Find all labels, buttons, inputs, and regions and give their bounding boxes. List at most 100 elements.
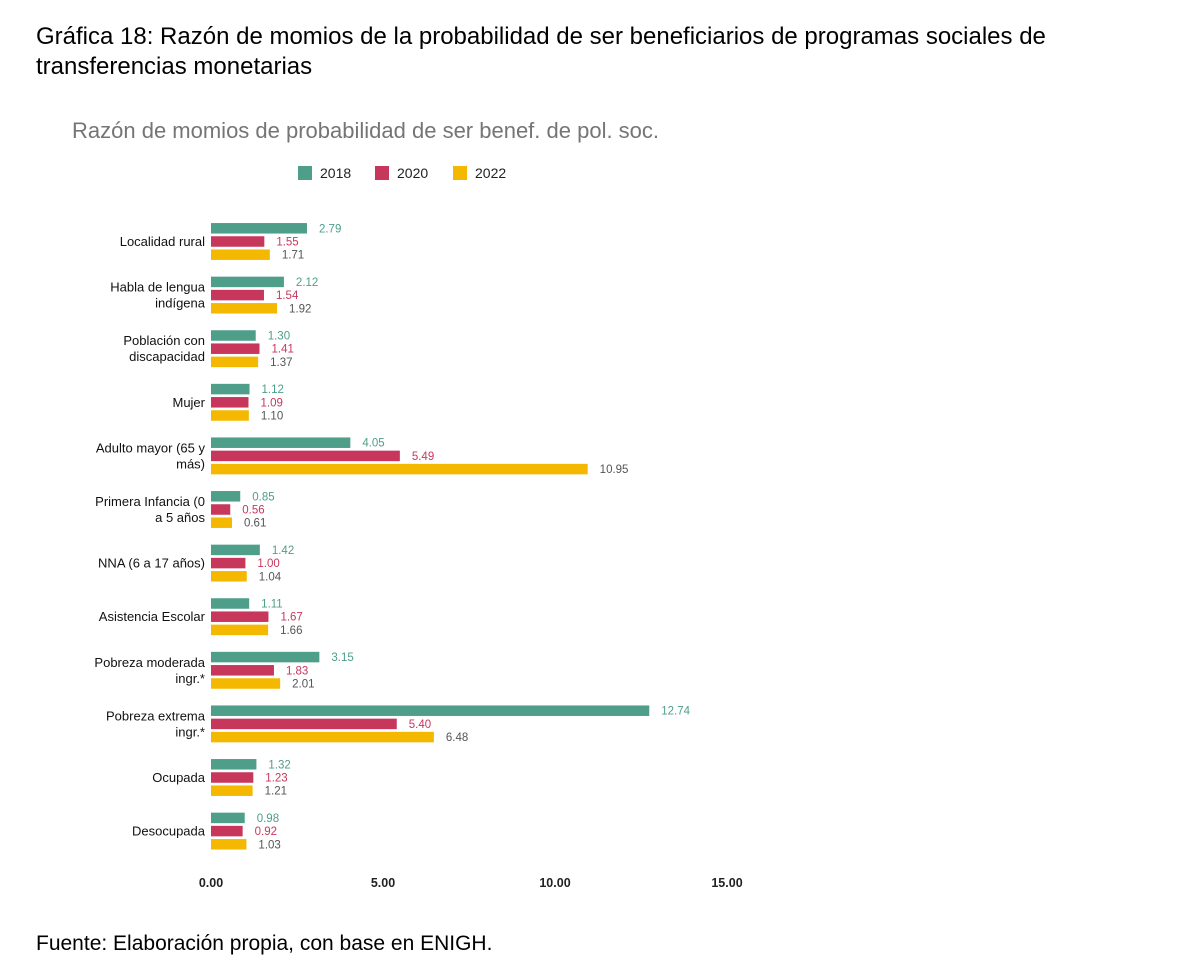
value-label-2020: 1.67 [280, 612, 302, 624]
bar-2022 [211, 410, 249, 421]
category-label: Localidad rural [120, 234, 205, 249]
bar-2018 [211, 437, 351, 448]
bar-2022 [211, 624, 269, 636]
value-label-2018: 4.05 [362, 438, 384, 450]
bar-2020 [211, 772, 254, 783]
value-label-2022: 1.92 [289, 303, 311, 315]
value-label-2020: 1.23 [265, 773, 287, 785]
legend-label-2018: 2018 [320, 165, 351, 181]
value-label-2022: 2.01 [292, 679, 314, 691]
category-label-line: Desocupada [132, 824, 206, 839]
value-label-2022: 1.03 [258, 839, 280, 851]
bar-2020 [211, 236, 265, 247]
value-label-2018: 0.98 [257, 813, 279, 825]
bar-2020 [211, 825, 243, 837]
legend-label-2020: 2020 [397, 165, 428, 181]
bar-2018 [211, 598, 250, 609]
category-label-line: más) [176, 456, 205, 471]
document-title: Gráfica 18: Razón de momios de la probab… [36, 23, 1046, 80]
bar-2018 [211, 651, 320, 663]
bar-2018 [211, 330, 256, 341]
category-label-line: Pobreza extrema [106, 708, 206, 723]
bar-2022 [211, 678, 281, 689]
bar-2018 [211, 276, 284, 288]
bar-2020 [211, 289, 264, 301]
category-label-line: Primera Infancia (0 [95, 494, 205, 509]
value-label-2022: 1.04 [259, 571, 282, 583]
bar-2020 [211, 343, 260, 354]
category-label: Ocupada [152, 770, 206, 785]
category-label-line: Habla de lengua [110, 280, 205, 295]
bar-2022 [211, 731, 434, 743]
value-label-2020: 1.83 [286, 665, 308, 677]
value-label-2020: 1.41 [272, 344, 294, 356]
value-label-2020: 1.09 [260, 397, 282, 409]
value-label-2018: 2.79 [319, 223, 341, 235]
category-label-line: ingr.* [175, 671, 205, 686]
category-label-line: Mujer [172, 395, 205, 410]
category-label: Pobreza moderada ingr.* [94, 655, 205, 686]
bar-2020 [211, 611, 269, 622]
category-label-line: Ocupada [152, 770, 206, 785]
bar-2018 [211, 812, 245, 824]
value-label-2022: 1.21 [265, 786, 287, 798]
chart-bars [211, 223, 650, 850]
bar-2018 [211, 544, 260, 556]
value-label-2018: 1.30 [268, 331, 290, 343]
value-label-2020: 1.54 [276, 290, 299, 302]
legend-swatch-2020 [375, 166, 389, 180]
x-tick-label: 15.00 [711, 876, 742, 890]
bar-2022 [211, 249, 270, 260]
bar-2022 [211, 571, 247, 582]
category-labels: Localidad rural Habla de lengua indígena Po… [94, 234, 205, 839]
value-label-2022: 1.37 [270, 357, 292, 369]
value-label-2020: 1.55 [276, 237, 298, 249]
category-label: Asistencia Escolar [99, 609, 206, 624]
category-label-line: Asistencia Escolar [99, 609, 206, 624]
bar-2022 [211, 463, 588, 475]
bar-2020 [211, 557, 246, 569]
category-label-line: indígena [155, 296, 206, 311]
bar-2018 [211, 759, 257, 770]
category-label-line: discapacidad [129, 349, 205, 364]
x-tick-label: 0.00 [199, 876, 223, 890]
category-label: Población con discapacidad [123, 333, 205, 364]
category-label-line: NNA (6 a 17 años) [98, 556, 205, 571]
value-label-2022: 10.95 [600, 464, 629, 476]
chart-title: Razón de momios de probabilidad de ser b… [72, 118, 659, 143]
bar-2020 [211, 504, 231, 515]
value-label-2020: 1.00 [257, 558, 279, 570]
category-label: Desocupada [132, 824, 206, 839]
category-label: Primera Infancia (0 a 5 años [95, 494, 205, 525]
category-label: Adulto mayor (65 y más) [96, 440, 206, 471]
value-label-2020: 5.40 [409, 719, 431, 731]
chart-legend: 2018 2020 2022 [298, 165, 506, 181]
category-label: Mujer [172, 395, 205, 410]
bar-2020 [211, 718, 397, 730]
value-label-2022: 0.61 [244, 518, 266, 530]
legend-swatch-2018 [298, 166, 312, 180]
legend-swatch-2022 [453, 166, 467, 180]
value-label-2022: 1.71 [282, 250, 304, 262]
x-tick-label: 10.00 [539, 876, 570, 890]
category-label-line: ingr.* [175, 724, 205, 739]
category-label-line: Población con [123, 333, 205, 348]
value-label-2018: 12.74 [661, 706, 690, 718]
value-label-2022: 1.10 [261, 411, 283, 423]
value-labels: 2.79 1.551.71 2.121.541.92 1.301.411.37 1.12… [242, 223, 690, 851]
source-note: Fuente: Elaboración propia, con base en … [36, 932, 493, 955]
bar-2022 [211, 839, 247, 850]
value-label-2018: 0.85 [252, 491, 274, 503]
category-label: Pobreza extrema ingr.* [106, 708, 206, 739]
value-label-2022: 1.66 [280, 625, 302, 637]
category-label-line: Localidad rural [120, 234, 205, 249]
category-label: Habla de lengua indígena [110, 280, 205, 311]
value-label-2018: 3.15 [331, 652, 353, 664]
value-label-2018: 1.12 [262, 384, 284, 396]
bar-2022 [211, 356, 259, 368]
legend-label-2022: 2022 [475, 165, 506, 181]
bar-2020 [211, 450, 400, 462]
x-axis-ticks: 0.00 5.00 10.00 15.00 [199, 876, 743, 890]
bar-2018 [211, 491, 241, 502]
